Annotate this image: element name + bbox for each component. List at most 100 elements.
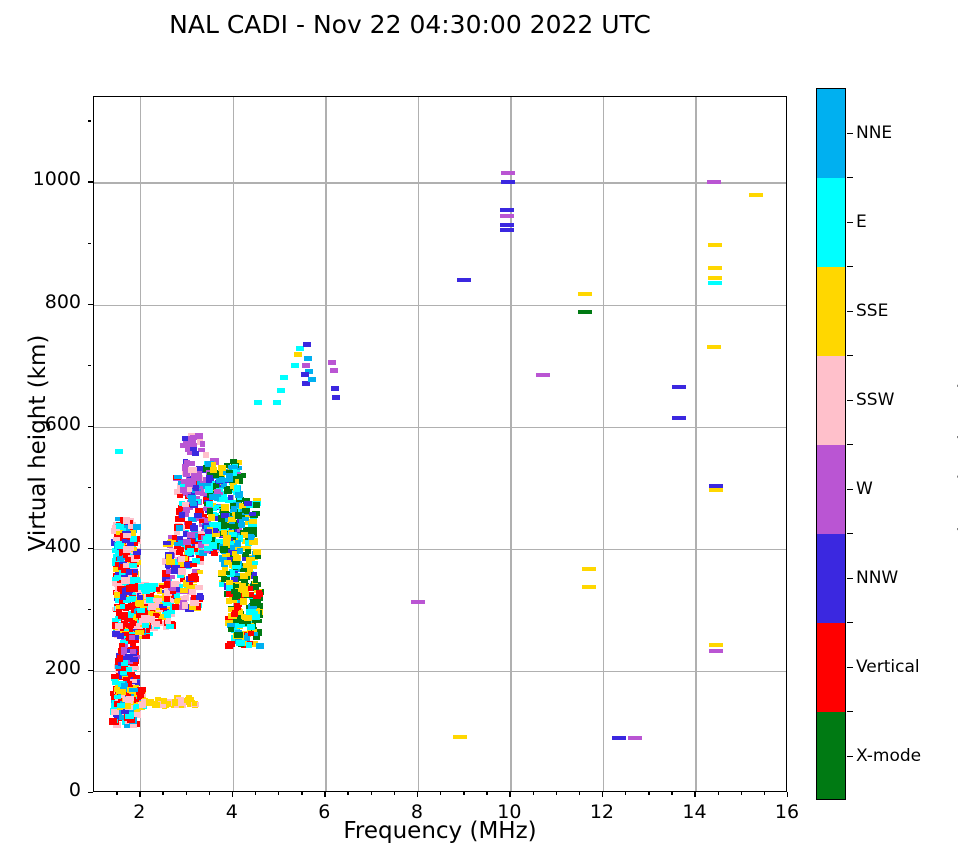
echo-point <box>114 616 121 622</box>
gridline-vertical <box>417 97 420 791</box>
echo-point <box>197 569 204 574</box>
echo-point <box>175 524 183 531</box>
echo-point <box>329 368 338 374</box>
colorbar-segment-x-mode[interactable] <box>817 712 845 799</box>
echo-point <box>113 575 121 581</box>
colorbar-segment-nne[interactable] <box>817 89 845 178</box>
echo-point <box>220 482 227 489</box>
echo-point <box>137 595 144 601</box>
echo-point <box>190 594 198 600</box>
echo-point <box>220 509 230 516</box>
echo-point <box>172 604 180 611</box>
echo-point <box>125 711 135 719</box>
echo-point <box>171 535 177 541</box>
y-axis-tick <box>88 120 91 122</box>
echo-point <box>125 654 134 661</box>
colorbar[interactable] <box>816 88 846 800</box>
echo-point <box>231 589 239 595</box>
echo-point <box>125 623 134 629</box>
echo-point <box>220 513 229 519</box>
echo-point <box>233 616 242 621</box>
echo-point <box>122 563 129 569</box>
gridline-vertical <box>510 97 512 791</box>
echo-point <box>124 557 131 563</box>
echo-point <box>115 604 125 609</box>
echo-point <box>190 501 198 506</box>
y-axis-tick-label: 800 <box>44 290 81 313</box>
echo-point <box>197 480 203 487</box>
echo-point <box>252 527 258 533</box>
echo-point <box>245 570 252 577</box>
echo-point <box>177 546 185 552</box>
colorbar-segment-nnw[interactable] <box>817 534 845 623</box>
echo-point <box>207 514 215 522</box>
echo-point <box>253 633 261 640</box>
echo-point <box>183 697 190 703</box>
colorbar-segment-vertical[interactable] <box>817 623 845 712</box>
colorbar-boundary-tick <box>847 711 853 713</box>
echo-point <box>120 628 128 635</box>
echo-point <box>168 586 176 591</box>
colorbar-boundary-tick <box>847 266 853 268</box>
echo-point <box>123 676 131 681</box>
echo-point <box>192 700 198 706</box>
echo-point <box>238 522 245 527</box>
echo-point <box>501 171 516 176</box>
colorbar-segment-e[interactable] <box>817 178 845 267</box>
echo-point <box>169 587 176 595</box>
echo-point <box>253 549 262 556</box>
echo-point <box>175 508 182 516</box>
echo-point <box>126 568 133 575</box>
echo-point <box>184 543 191 550</box>
echo-point <box>188 588 197 595</box>
x-axis-tick <box>717 792 719 795</box>
echo-point <box>223 539 231 546</box>
echo-point <box>123 603 131 610</box>
echo-point <box>118 599 125 606</box>
echo-point <box>152 586 160 592</box>
x-axis-tick <box>231 792 234 797</box>
echo-point <box>499 223 514 228</box>
echo-point <box>165 623 174 629</box>
echo-point <box>224 559 232 565</box>
colorbar-segment-w[interactable] <box>817 445 845 534</box>
x-axis-tick <box>578 792 581 795</box>
echo-point <box>748 192 763 197</box>
page-title: NAL CADI - Nov 22 04:30:00 2022 UTC <box>169 10 651 39</box>
echo-point <box>211 532 220 538</box>
x-axis-tick <box>162 792 164 795</box>
echo-point <box>115 608 122 616</box>
colorbar-segment-sse[interactable] <box>817 267 845 356</box>
echo-point <box>166 568 172 574</box>
echo-point <box>212 527 219 533</box>
echo-point <box>234 623 243 629</box>
echo-point <box>226 522 233 528</box>
echo-point <box>171 699 178 707</box>
echo-point <box>182 470 190 477</box>
colorbar-boundary-tick <box>847 622 853 624</box>
echo-point <box>709 483 724 488</box>
echo-point <box>183 506 191 513</box>
echo-point <box>165 563 172 568</box>
echo-point <box>204 528 212 534</box>
echo-point <box>709 488 724 493</box>
echo-point <box>184 520 192 526</box>
echo-point <box>135 689 143 696</box>
echo-point <box>183 531 189 538</box>
echo-point <box>221 575 231 581</box>
echo-point <box>167 538 176 545</box>
echo-point <box>213 516 220 522</box>
echo-point <box>220 546 229 554</box>
echo-point <box>177 583 184 590</box>
echo-point <box>165 559 175 566</box>
echo-point <box>224 570 231 575</box>
echo-point <box>330 386 339 392</box>
echo-point <box>186 549 192 557</box>
y-axis-tick <box>88 486 91 489</box>
echo-point <box>196 602 202 610</box>
colorbar-segment-ssw[interactable] <box>817 356 845 445</box>
echo-point <box>672 415 687 420</box>
echo-point <box>129 656 138 662</box>
echo-point <box>127 539 135 546</box>
echo-point <box>195 433 204 440</box>
